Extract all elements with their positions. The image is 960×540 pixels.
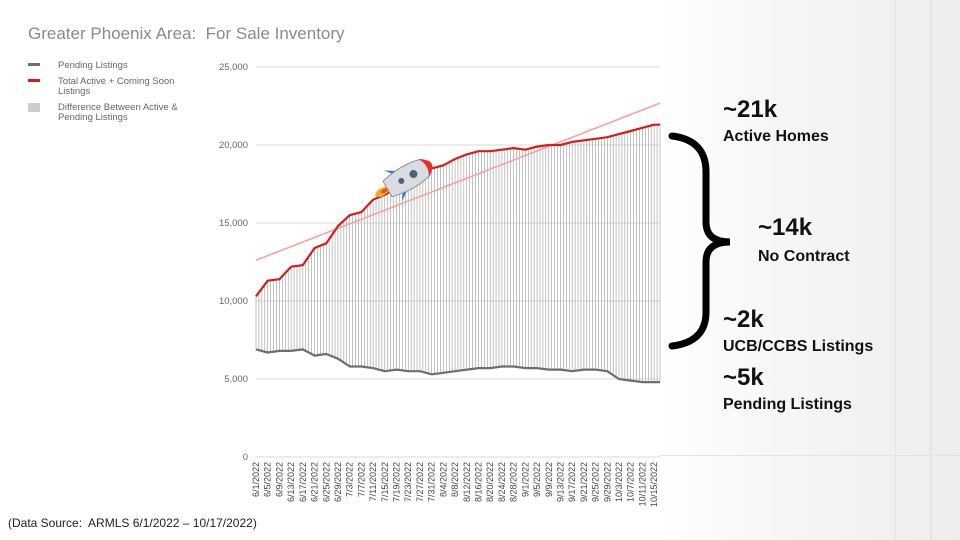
y-tick-label: 0 — [243, 452, 248, 463]
x-tick-label: 9/13/2022 — [556, 462, 566, 502]
background-panel-line — [930, 0, 932, 540]
x-tick-label: 7/15/2022 — [380, 462, 390, 502]
x-tick-label: 8/16/2022 — [474, 462, 484, 502]
x-tick-label: 8/8/2022 — [450, 462, 460, 497]
background-panel-line — [660, 455, 960, 456]
x-tick-label: 8/20/2022 — [485, 462, 495, 502]
pending-line — [255, 348, 660, 384]
x-tick-label: 7/3/2022 — [345, 462, 355, 497]
curly-brace — [668, 132, 731, 350]
x-tick-label: 10/7/2022 — [626, 462, 636, 502]
x-tick-label: 6/21/2022 — [310, 462, 320, 502]
x-tick-label: 7/7/2022 — [356, 462, 366, 497]
rocket-flame-inner — [380, 188, 388, 194]
legend-swatch-active — [28, 79, 40, 82]
x-tick-label: 10/15/2022 — [649, 462, 659, 507]
x-tick-label: 7/19/2022 — [392, 462, 402, 502]
annotation-active-label: Active Homes — [723, 128, 829, 145]
background-panel — [660, 0, 960, 540]
x-tick-label: 6/25/2022 — [321, 462, 331, 502]
active-line — [255, 123, 660, 297]
y-tick-label: 5,000 — [224, 374, 248, 385]
x-tick-label: 7/23/2022 — [403, 462, 413, 502]
x-tick-label: 6/5/2022 — [263, 462, 273, 497]
x-tick-label: 8/28/2022 — [509, 462, 519, 502]
x-tick-label: 9/5/2022 — [532, 462, 542, 497]
annotation-active-value: ~21k — [723, 96, 778, 123]
x-tick-label: 6/1/2022 — [251, 462, 261, 497]
x-tick-label: 9/25/2022 — [591, 462, 601, 502]
x-tick-label: 9/21/2022 — [579, 462, 589, 502]
x-tick-label: 8/12/2022 — [462, 462, 472, 502]
trend-layer — [255, 102, 661, 261]
legend-swatch-difference — [28, 103, 40, 112]
rocket-nose — [418, 159, 433, 177]
annotation-ucb-value: ~2k — [723, 306, 764, 333]
x-tick-label: 8/4/2022 — [438, 462, 448, 497]
y-tick-label: 25,000 — [219, 62, 248, 73]
x-tick-label: 7/27/2022 — [415, 462, 425, 502]
annotation-pending-label: Pending Listings — [723, 396, 852, 413]
page-title: Greater Phoenix Area: For Sale Inventory — [28, 24, 345, 43]
chart-legend: Pending Listings Total Active + Coming S… — [28, 61, 203, 129]
legend-item-difference: Difference Between Active & Pending List… — [28, 103, 203, 123]
x-tick-label: 10/11/2022 — [637, 462, 647, 506]
annotation-pending-value: ~5k — [723, 364, 764, 391]
x-tick-label: 6/9/2022 — [274, 462, 284, 497]
annotation-no-contract-label: No Contract — [758, 248, 850, 265]
y-tick-label: 15,000 — [219, 218, 248, 229]
legend-item-active: Total Active + Coming Soon Listings — [28, 77, 203, 97]
x-tick-label: 6/29/2022 — [333, 462, 343, 502]
series-lines — [255, 123, 660, 384]
rocket-window-small — [398, 178, 405, 184]
legend-label-active: Total Active + Coming Soon Listings — [58, 76, 175, 97]
x-axis-ticks: 6/1/2022 6/5/2022 6/9/2022 6/13/2022 6/17/20… — [251, 462, 659, 507]
trend-line — [255, 102, 661, 261]
legend-swatch-pending — [28, 63, 40, 66]
x-tick-label: 6/17/2022 — [298, 462, 308, 502]
x-tick-label: 6/13/2022 — [286, 462, 296, 502]
legend-label-pending: Pending Listings — [58, 60, 128, 71]
annotation-no-contract-value: ~14k — [758, 214, 813, 241]
legend-label-difference: Difference Between Active & Pending List… — [58, 102, 178, 123]
x-tick-label: 10/3/2022 — [614, 462, 624, 502]
x-tick-label: 9/9/2022 — [544, 462, 554, 497]
x-tick-label: 7/31/2022 — [427, 462, 437, 502]
annotation-ucb-label: UCB/CCBS Listings — [723, 338, 874, 355]
x-tick-label: 9/1/2022 — [520, 462, 530, 497]
background-panel-line — [895, 0, 896, 540]
x-tick-label: 7/11/2022 — [368, 462, 378, 501]
y-axis-ticks: 25,000 20,000 15,000 10,000 5,000 0 — [219, 62, 248, 463]
x-tick-label: 9/29/2022 — [602, 462, 612, 502]
difference-bars — [255, 124, 661, 383]
y-tick-label: 10,000 — [219, 296, 248, 307]
rocket-icon — [375, 158, 433, 202]
data-source: (Data Source: ARMLS 6/1/2022 – 10/17/202… — [8, 516, 257, 530]
rocket-window — [409, 170, 418, 178]
y-tick-label: 20,000 — [219, 140, 248, 151]
legend-item-pending: Pending Listings — [28, 61, 203, 71]
x-tick-label: 8/24/2022 — [497, 462, 507, 502]
x-tick-label: 9/17/2022 — [567, 462, 577, 502]
